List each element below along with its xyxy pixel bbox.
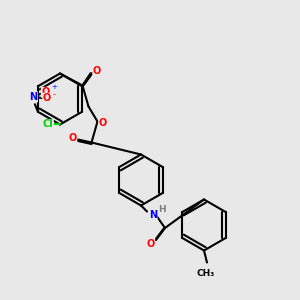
Text: +: + <box>51 84 57 90</box>
Text: N: N <box>149 209 157 220</box>
Text: O: O <box>43 93 51 103</box>
Text: H: H <box>158 205 166 214</box>
Text: O: O <box>146 238 155 249</box>
Text: CH₃: CH₃ <box>196 269 214 278</box>
Text: -: - <box>53 90 56 99</box>
Text: O: O <box>68 133 77 143</box>
Text: Cl: Cl <box>43 119 53 130</box>
Text: O: O <box>99 118 107 128</box>
Text: O: O <box>93 65 101 76</box>
Text: O: O <box>41 87 50 97</box>
Text: N: N <box>29 92 38 102</box>
